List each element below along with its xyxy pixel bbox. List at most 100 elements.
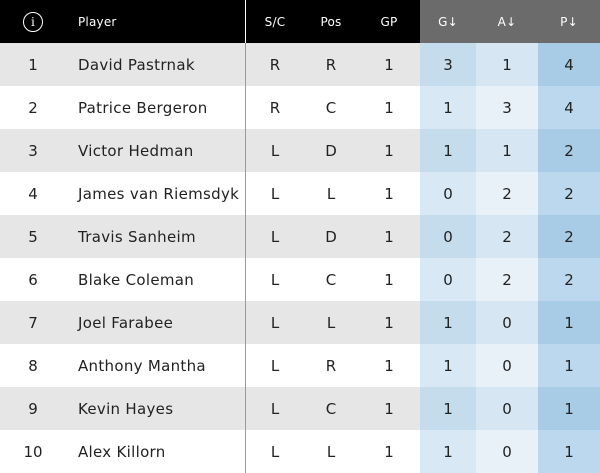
shoots-catches-cell: R	[246, 86, 304, 129]
player-name-cell: Kevin Hayes	[66, 387, 246, 430]
column-header-shoots-catches[interactable]: S/C	[264, 14, 286, 29]
goals-cell: 1	[420, 86, 476, 129]
table-row[interactable]: 1 David Pastrnak R R 1 3 1 4	[0, 43, 600, 86]
column-header-assists[interactable]: A↓	[476, 0, 538, 43]
games-played-cell: 1	[358, 43, 420, 86]
rank-cell: 8	[0, 344, 66, 387]
column-header-points[interactable]: P↓	[538, 0, 600, 43]
points-cell: 2	[538, 258, 600, 301]
games-played-cell: 1	[358, 344, 420, 387]
assists-cell: 0	[476, 430, 538, 473]
info-header-cell[interactable]: i	[0, 0, 66, 43]
assists-cell: 2	[476, 172, 538, 215]
player-name-cell: Anthony Mantha	[66, 344, 246, 387]
rank-cell: 6	[0, 258, 66, 301]
assists-cell: 0	[476, 387, 538, 430]
goals-cell: 0	[420, 258, 476, 301]
position-cell: C	[304, 86, 358, 129]
points-cell: 1	[538, 344, 600, 387]
shoots-catches-cell: L	[246, 301, 304, 344]
column-header-position[interactable]: Pos	[320, 14, 342, 29]
rank-cell: 3	[0, 129, 66, 172]
rank-cell: 4	[0, 172, 66, 215]
shoots-catches-cell: R	[246, 43, 304, 86]
rank-cell: 5	[0, 215, 66, 258]
position-cell: C	[304, 387, 358, 430]
assists-cell: 2	[476, 215, 538, 258]
points-cell: 1	[538, 387, 600, 430]
position-cell: D	[304, 215, 358, 258]
points-cell: 2	[538, 172, 600, 215]
table-row[interactable]: 3 Victor Hedman L D 1 1 1 2	[0, 129, 600, 172]
table-row[interactable]: 9 Kevin Hayes L C 1 1 0 1	[0, 387, 600, 430]
table-row[interactable]: 7 Joel Farabee L L 1 1 0 1	[0, 301, 600, 344]
shoots-catches-cell: L	[246, 172, 304, 215]
position-cell: R	[304, 344, 358, 387]
player-name-cell: Victor Hedman	[66, 129, 246, 172]
assists-cell: 0	[476, 344, 538, 387]
games-played-cell: 1	[358, 430, 420, 473]
player-name-cell: Patrice Bergeron	[66, 86, 246, 129]
rank-cell: 9	[0, 387, 66, 430]
goals-cell: 3	[420, 43, 476, 86]
shoots-catches-cell: L	[246, 215, 304, 258]
column-header-player[interactable]: Player	[66, 0, 246, 43]
goals-cell: 1	[420, 430, 476, 473]
goals-cell: 1	[420, 344, 476, 387]
games-played-cell: 1	[358, 215, 420, 258]
shoots-catches-cell: L	[246, 129, 304, 172]
goals-cell: 1	[420, 387, 476, 430]
position-cell: D	[304, 129, 358, 172]
assists-cell: 1	[476, 129, 538, 172]
shoots-catches-cell: L	[246, 430, 304, 473]
player-name-cell: Alex Killorn	[66, 430, 246, 473]
player-name-cell: James van Riemsdyk	[66, 172, 246, 215]
games-played-cell: 1	[358, 258, 420, 301]
shoots-catches-cell: L	[246, 258, 304, 301]
position-cell: L	[304, 301, 358, 344]
table-row[interactable]: 4 James van Riemsdyk L L 1 0 2 2	[0, 172, 600, 215]
goals-cell: 0	[420, 172, 476, 215]
assists-cell: 2	[476, 258, 538, 301]
table-row[interactable]: 5 Travis Sanheim L D 1 0 2 2	[0, 215, 600, 258]
points-cell: 1	[538, 430, 600, 473]
games-played-cell: 1	[358, 172, 420, 215]
points-cell: 1	[538, 301, 600, 344]
column-header-goals[interactable]: G↓	[420, 0, 476, 43]
column-header-games-played[interactable]: GP	[380, 14, 398, 29]
table-row[interactable]: 8 Anthony Mantha L R 1 1 0 1	[0, 344, 600, 387]
rank-cell: 10	[0, 430, 66, 473]
rank-cell: 7	[0, 301, 66, 344]
assists-cell: 3	[476, 86, 538, 129]
player-name-cell: Blake Coleman	[66, 258, 246, 301]
rank-cell: 1	[0, 43, 66, 86]
goals-cell: 0	[420, 215, 476, 258]
player-name-cell: David Pastrnak	[66, 43, 246, 86]
games-played-cell: 1	[358, 387, 420, 430]
table-row[interactable]: 2 Patrice Bergeron R C 1 1 3 4	[0, 86, 600, 129]
points-cell: 4	[538, 86, 600, 129]
goals-cell: 1	[420, 129, 476, 172]
position-cell: L	[304, 430, 358, 473]
table-header: i Player S/C Pos GP G↓ A↓ P↓	[0, 0, 600, 43]
points-cell: 2	[538, 129, 600, 172]
rank-cell: 2	[0, 86, 66, 129]
player-name-cell: Travis Sanheim	[66, 215, 246, 258]
goals-cell: 1	[420, 301, 476, 344]
games-played-cell: 1	[358, 86, 420, 129]
player-name-cell: Joel Farabee	[66, 301, 246, 344]
table-row[interactable]: 10 Alex Killorn L L 1 1 0 1	[0, 430, 600, 473]
position-cell: L	[304, 172, 358, 215]
points-cell: 2	[538, 215, 600, 258]
assists-cell: 0	[476, 301, 538, 344]
points-cell: 4	[538, 43, 600, 86]
games-played-cell: 1	[358, 129, 420, 172]
games-played-cell: 1	[358, 301, 420, 344]
assists-cell: 1	[476, 43, 538, 86]
table-row[interactable]: 6 Blake Coleman L C 1 0 2 2	[0, 258, 600, 301]
shoots-catches-cell: L	[246, 344, 304, 387]
info-icon[interactable]: i	[23, 11, 43, 32]
position-cell: C	[304, 258, 358, 301]
table-body: 1 David Pastrnak R R 1 3 1 4 2 Patrice Bergeron R C…	[0, 43, 600, 473]
